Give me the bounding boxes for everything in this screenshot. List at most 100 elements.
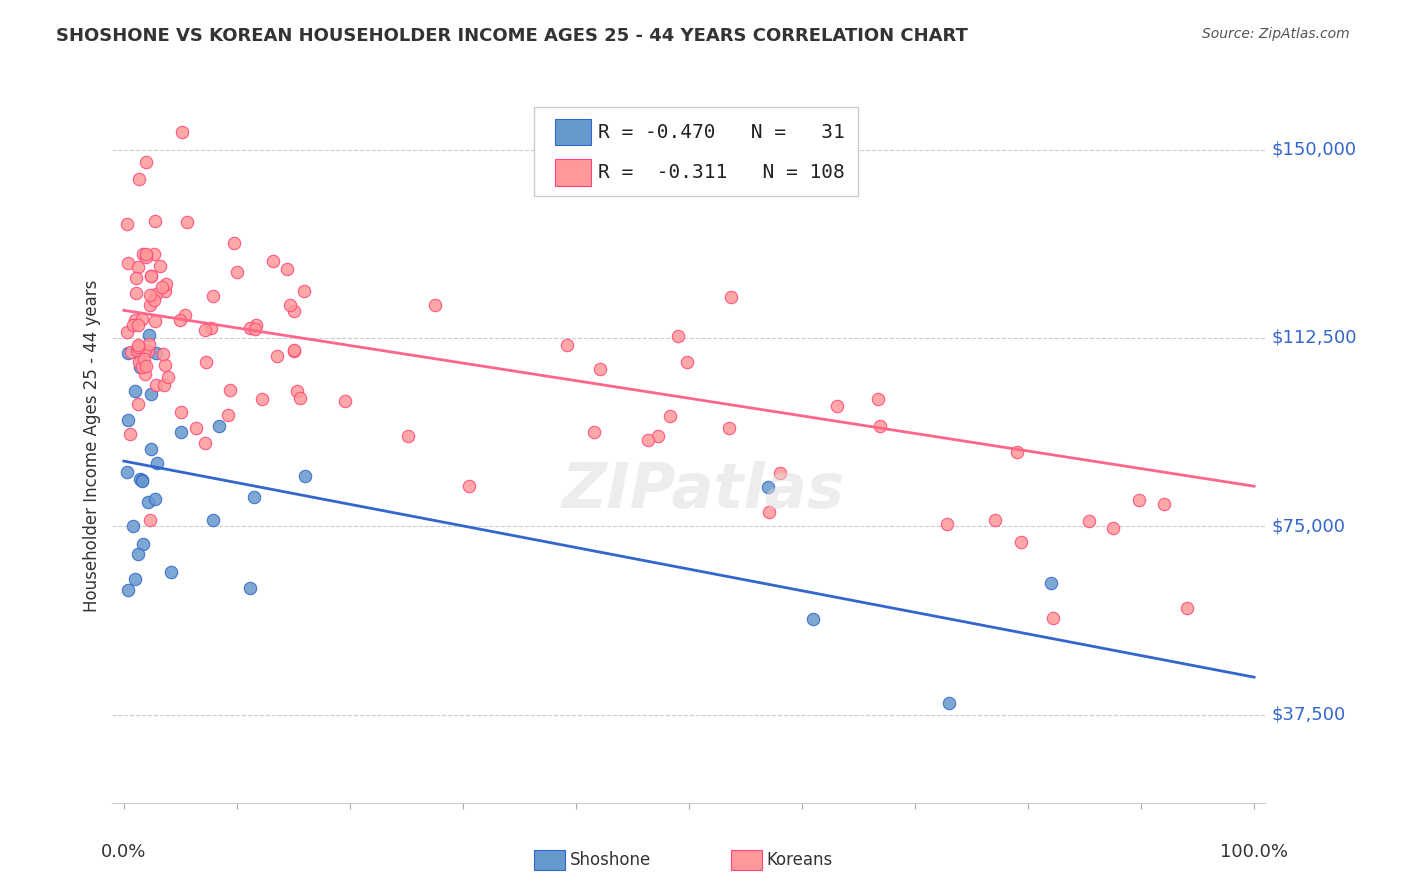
Point	[128, 347, 150, 361]
Point	[136, 495, 159, 509]
Point	[1010, 534, 1032, 549]
Point	[292, 284, 315, 298]
Point	[138, 328, 160, 343]
Point	[131, 473, 153, 487]
Point	[219, 383, 242, 397]
Point	[117, 413, 139, 427]
Point	[115, 465, 138, 479]
Point	[142, 247, 165, 261]
Point	[1128, 492, 1150, 507]
Point	[583, 425, 606, 439]
Point	[801, 612, 824, 626]
Point	[1042, 611, 1064, 625]
Point	[134, 368, 156, 382]
Point	[153, 359, 176, 373]
Y-axis label: Householder Income Ages 25 - 44 years: Householder Income Ages 25 - 44 years	[83, 280, 101, 612]
Point	[124, 271, 146, 285]
Point	[172, 125, 194, 139]
Point	[283, 303, 305, 318]
Point	[238, 321, 260, 335]
Point	[138, 513, 160, 527]
Point	[139, 297, 162, 311]
Text: Shoshone: Shoshone	[569, 851, 651, 869]
Point	[127, 343, 149, 357]
Point	[208, 418, 231, 433]
Point	[135, 155, 157, 169]
Point	[262, 254, 284, 268]
Text: Koreans: Koreans	[766, 851, 832, 869]
Point	[127, 338, 149, 352]
Point	[125, 285, 148, 300]
Point	[285, 384, 308, 399]
Point	[117, 325, 139, 339]
Point	[156, 369, 179, 384]
Point	[139, 287, 162, 301]
Point	[135, 246, 157, 260]
Point	[146, 456, 169, 470]
Point	[266, 349, 288, 363]
Point	[396, 429, 419, 443]
Point	[160, 566, 183, 580]
Text: $37,500: $37,500	[1271, 706, 1346, 723]
Point	[278, 298, 301, 312]
Point	[647, 428, 669, 442]
Point	[658, 409, 681, 424]
Point	[170, 405, 193, 419]
Point	[666, 328, 689, 343]
Point	[869, 418, 891, 433]
Point	[637, 433, 659, 447]
Point	[827, 399, 849, 413]
Point	[239, 581, 262, 595]
Point	[769, 466, 792, 480]
Point	[143, 314, 166, 328]
Point	[217, 408, 239, 422]
Point	[224, 235, 246, 250]
Point	[141, 386, 163, 401]
Point	[124, 313, 146, 327]
Point	[718, 421, 741, 435]
Point	[170, 425, 193, 439]
Point	[131, 359, 153, 374]
Point	[145, 287, 167, 301]
Point	[150, 280, 173, 294]
Point	[127, 318, 149, 332]
Point	[675, 354, 697, 368]
Point	[555, 337, 578, 351]
Point	[173, 308, 195, 322]
Point	[225, 264, 247, 278]
Point	[243, 321, 266, 335]
Point	[155, 277, 177, 291]
Point	[117, 583, 139, 598]
Point	[145, 346, 167, 360]
Point	[131, 246, 153, 260]
Point	[128, 354, 150, 368]
Point	[935, 517, 957, 532]
Point	[283, 344, 305, 359]
Point	[866, 392, 889, 406]
Text: $150,000: $150,000	[1271, 141, 1357, 159]
Point	[283, 343, 305, 358]
Point	[127, 397, 149, 411]
Point	[756, 480, 779, 494]
Point	[250, 392, 273, 406]
Point	[243, 490, 266, 504]
Point	[132, 359, 155, 373]
Point	[141, 268, 163, 283]
Point	[127, 548, 149, 562]
Text: 0.0%: 0.0%	[101, 843, 146, 861]
Point	[138, 337, 160, 351]
Point	[200, 321, 222, 335]
Text: R = -0.470   N =   31: R = -0.470 N = 31	[598, 122, 844, 142]
Point	[132, 536, 155, 550]
Point	[117, 256, 139, 270]
Point	[152, 347, 174, 361]
Point	[333, 393, 356, 408]
Point	[124, 572, 146, 586]
Point	[1153, 497, 1175, 511]
Point	[276, 262, 298, 277]
Point	[120, 345, 142, 359]
Point	[176, 215, 198, 229]
Point	[153, 378, 176, 392]
Point	[141, 268, 163, 283]
Point	[938, 696, 960, 710]
